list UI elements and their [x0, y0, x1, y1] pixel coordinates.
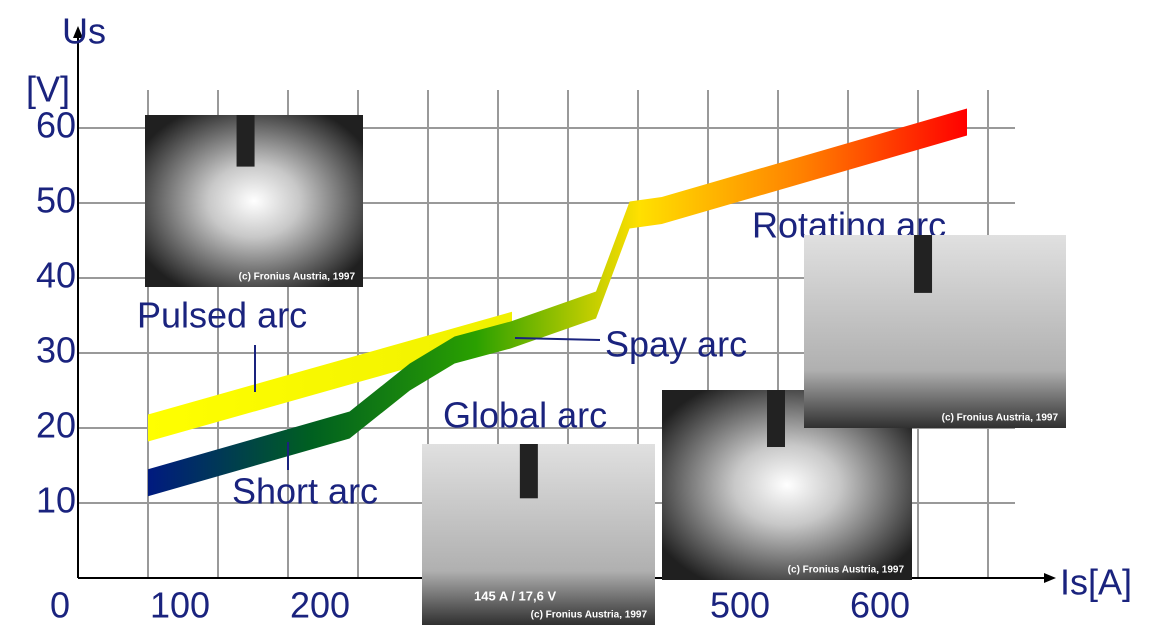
photo-caption: (c) Fronius Austria, 1997 [239, 272, 356, 283]
chart: 1020304050600100200300400500600Us[V]Is[A… [0, 0, 1154, 628]
y-tick-label: 10 [36, 480, 76, 521]
x-tick-label: 0 [50, 585, 70, 626]
series-label: Pulsed arc [137, 295, 307, 336]
x-tick-label: 100 [150, 585, 210, 626]
y-tick-label: 60 [36, 105, 76, 146]
electrode [767, 390, 785, 447]
electrode [237, 115, 255, 167]
annotation: Spay arc [605, 324, 747, 365]
x-tick-label: 200 [290, 585, 350, 626]
photo-caption: (c) Fronius Austria, 1997 [531, 610, 648, 621]
photo [804, 235, 1066, 428]
electrode [520, 444, 538, 498]
annotation: Global arc [443, 395, 607, 436]
photo-caption: (c) Fronius Austria, 1997 [788, 565, 905, 576]
x-axis-label: Is[A] [1060, 562, 1132, 603]
series-label: Short arc [232, 471, 378, 512]
x-tick-label: 500 [710, 585, 770, 626]
electrode [914, 235, 932, 293]
y-tick-label: 50 [36, 180, 76, 221]
photo-caption: (c) Fronius Austria, 1997 [942, 413, 1059, 424]
x-axis-arrow [1044, 573, 1056, 583]
y-axis-label: Us [62, 11, 106, 52]
y-axis-label: [V] [26, 69, 70, 110]
y-tick-label: 40 [36, 255, 76, 296]
y-tick-label: 20 [36, 405, 76, 446]
y-tick-label: 30 [36, 330, 76, 371]
photo-reading: 145 A / 17,6 V [474, 588, 556, 603]
x-tick-label: 600 [850, 585, 910, 626]
